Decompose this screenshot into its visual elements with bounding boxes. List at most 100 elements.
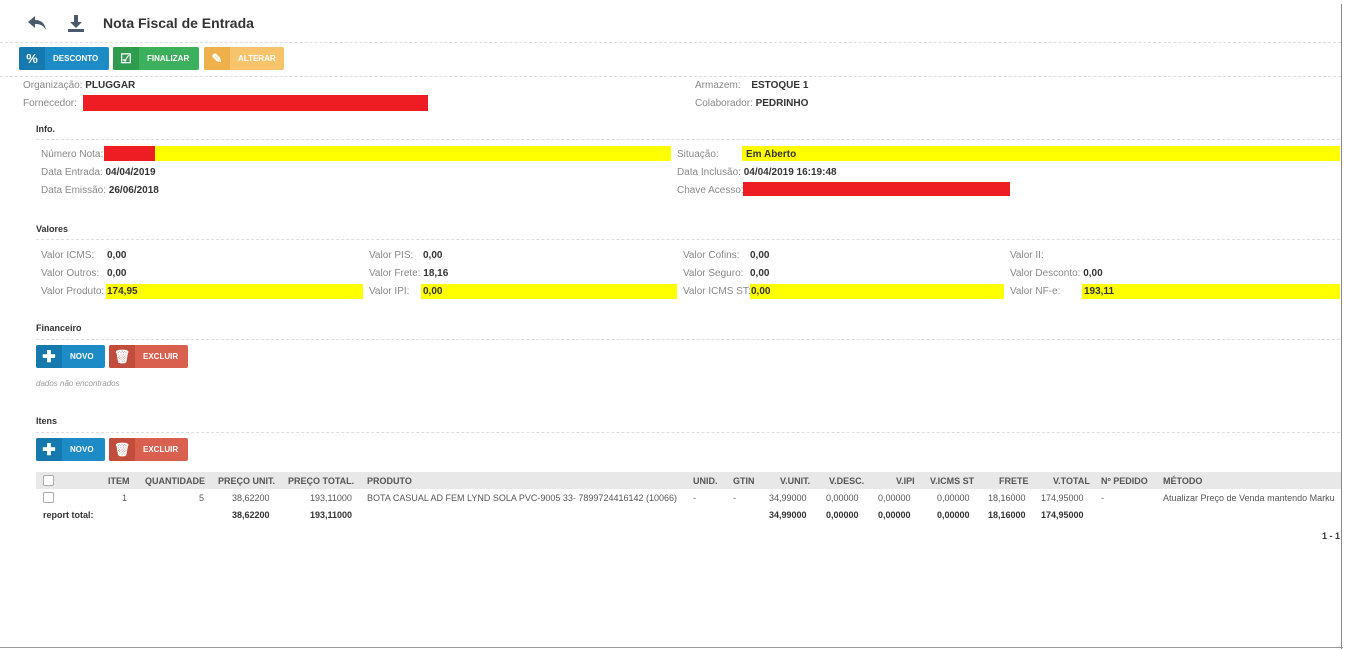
col-quantidade[interactable]: QUANTIDADE [145, 476, 205, 486]
col-frete[interactable]: FRETE [999, 476, 1029, 486]
desconto-button[interactable]: % DESCONTO [19, 47, 109, 70]
col-v-unit[interactable]: V.UNIT. [780, 476, 811, 486]
select-all-checkbox[interactable] [43, 475, 54, 486]
total-frete: 18,16000 [988, 510, 1026, 520]
cell-v-ipi: 0,00000 [878, 493, 911, 503]
data-inclusao-value: 04/04/2019 16:19:48 [743, 167, 837, 178]
organizacao-value: PLUGGAR [85, 80, 136, 91]
itens-novo-button[interactable]: ✚ NOVO [36, 438, 105, 461]
financeiro-excluir-button[interactable]: 🗑 EXCLUIR [109, 345, 188, 368]
col-v-ipi[interactable]: V.IPI [896, 476, 915, 486]
desconto-label: DESCONTO [53, 54, 99, 63]
col-metodo[interactable]: MÉTODO [1163, 476, 1203, 486]
download-icon[interactable] [68, 14, 84, 32]
total-v-icms-st: 0,00000 [937, 510, 970, 520]
fornecedor-label: Fornecedor: [23, 98, 77, 109]
cell-quantidade: 5 [199, 493, 205, 503]
armazem-row: Armazem: ESTOQUE 1 [695, 80, 808, 91]
financeiro-empty-message: dados não encontrados [36, 379, 120, 388]
col-v-total[interactable]: V.TOTAL [1053, 476, 1090, 486]
page-title: Nota Fiscal de Entrada [103, 15, 254, 31]
plus-icon: ✚ [36, 345, 62, 368]
valor-produto-label: Valor Produto: [41, 286, 105, 297]
data-emissao-label: Data Emissão: [41, 185, 107, 196]
organizacao-row: Organização: PLUGGAR [23, 80, 135, 91]
armazem-value: ESTOQUE 1 [751, 80, 809, 91]
col-produto[interactable]: PRODUTO [367, 476, 412, 486]
info-divider [36, 139, 1340, 140]
valores-title: Valores [36, 224, 69, 234]
total-preco-total: 193,11000 [310, 510, 353, 520]
data-emissao-value: 26/06/2018 [108, 185, 159, 196]
itens-title: Itens [36, 416, 58, 426]
cell-preco-unit: 38,62200 [232, 493, 270, 503]
col-preco-total[interactable]: PREÇO TOTAL. [288, 476, 355, 486]
cell-metodo: Atualizar Preço de Venda mantendo Marku [1163, 493, 1335, 503]
valor-icms-value: 0,00 [107, 250, 127, 261]
alterar-button[interactable]: ✎ ALTERAR [204, 47, 284, 70]
data-entrada-value: 04/04/2019 [105, 167, 156, 178]
row-checkbox[interactable] [43, 492, 54, 503]
nfe-highlight [1082, 284, 1340, 299]
header-bar: Nota Fiscal de Entrada [0, 4, 1341, 43]
col-gtin[interactable]: GTIN [733, 476, 755, 486]
financeiro-excluir-label: EXCLUIR [143, 352, 179, 361]
valor-pis-value: 0,00 [423, 250, 443, 261]
valor-nfe-label: Valor NF-e: [1010, 286, 1061, 297]
itens-excluir-button[interactable]: 🗑 EXCLUIR [109, 438, 188, 461]
check-square-icon: ☑ [113, 47, 139, 70]
cell-v-unit: 34,99000 [769, 493, 807, 503]
numero-nota-redacted [104, 146, 155, 161]
icms-st-highlight [750, 284, 1004, 299]
cell-item: 1 [122, 493, 128, 503]
valor-icms-st-label: Valor ICMS ST: [683, 286, 751, 297]
valor-desconto-row: Valor Desconto: 0,00 [1010, 268, 1103, 279]
cell-gtin: - [733, 493, 736, 503]
col-v-icms-st[interactable]: V.ICMS ST [930, 476, 975, 486]
organizacao-label: Organização: [23, 80, 83, 91]
cell-frete: 18,16000 [988, 493, 1026, 503]
financeiro-title: Financeiro [36, 323, 82, 333]
financeiro-novo-label: NOVO [70, 352, 94, 361]
data-inclusao-label: Data Inclusão: [677, 167, 741, 178]
chave-acesso-redacted [743, 182, 1010, 196]
valor-desconto-label: Valor Desconto: [1010, 268, 1081, 279]
chave-acesso-label: Chave Acesso: [677, 185, 744, 196]
cell-v-desc: 0,00000 [826, 493, 859, 503]
cell-v-icms-st: 0,00000 [937, 493, 970, 503]
window-edge [1341, 4, 1342, 649]
alterar-label: ALTERAR [238, 54, 276, 63]
total-preco-unit: 38,62200 [232, 510, 270, 520]
valor-nfe-value: 193,11 [1084, 286, 1115, 297]
cell-v-total: 174,95000 [1041, 493, 1084, 503]
col-unid[interactable]: UNID. [693, 476, 718, 486]
situacao-value: Em Aberto [746, 149, 797, 160]
col-pedido[interactable]: Nº PEDIDO [1101, 476, 1148, 486]
valor-cofins-value: 0,00 [750, 250, 770, 261]
cell-produto: BOTA CASUAL AD FEM LYND SOLA PVC-9005 33… [367, 493, 678, 503]
situacao-highlight [742, 146, 1340, 161]
col-item[interactable]: ITEM [108, 476, 130, 486]
col-v-desc[interactable]: V.DESC. [829, 476, 865, 486]
col-preco-unit[interactable]: PREÇO UNIT. [218, 476, 276, 486]
finalizar-button[interactable]: ☑ FINALIZAR [113, 47, 199, 70]
valor-frete-row: Valor Frete: 18,16 [369, 268, 448, 279]
plus-icon: ✚ [36, 438, 62, 461]
info-title: Info. [36, 124, 55, 134]
valor-produto-value: 174,95 [107, 286, 138, 297]
toolbar-divider [0, 76, 1341, 77]
valor-desconto-value: 0,00 [1083, 268, 1103, 279]
valor-outros-label: Valor Outros: [41, 268, 100, 279]
valor-ipi-value: 0,00 [423, 286, 443, 297]
total-v-total: 174,95000 [1041, 510, 1084, 520]
fornecedor-redacted [83, 95, 428, 111]
valor-seguro-label: Valor Seguro: [683, 268, 744, 279]
report-total-label: report total: [43, 510, 94, 520]
undo-arrow-icon[interactable] [27, 14, 47, 32]
pagination-info: 1 - 1 [1322, 531, 1341, 541]
produto-highlight [106, 284, 363, 299]
financeiro-novo-button[interactable]: ✚ NOVO [36, 345, 105, 368]
valor-ii-label: Valor II: [1010, 250, 1044, 261]
window-bottom-edge [0, 647, 1343, 648]
valor-ipi-label: Valor IPI: [369, 286, 410, 297]
